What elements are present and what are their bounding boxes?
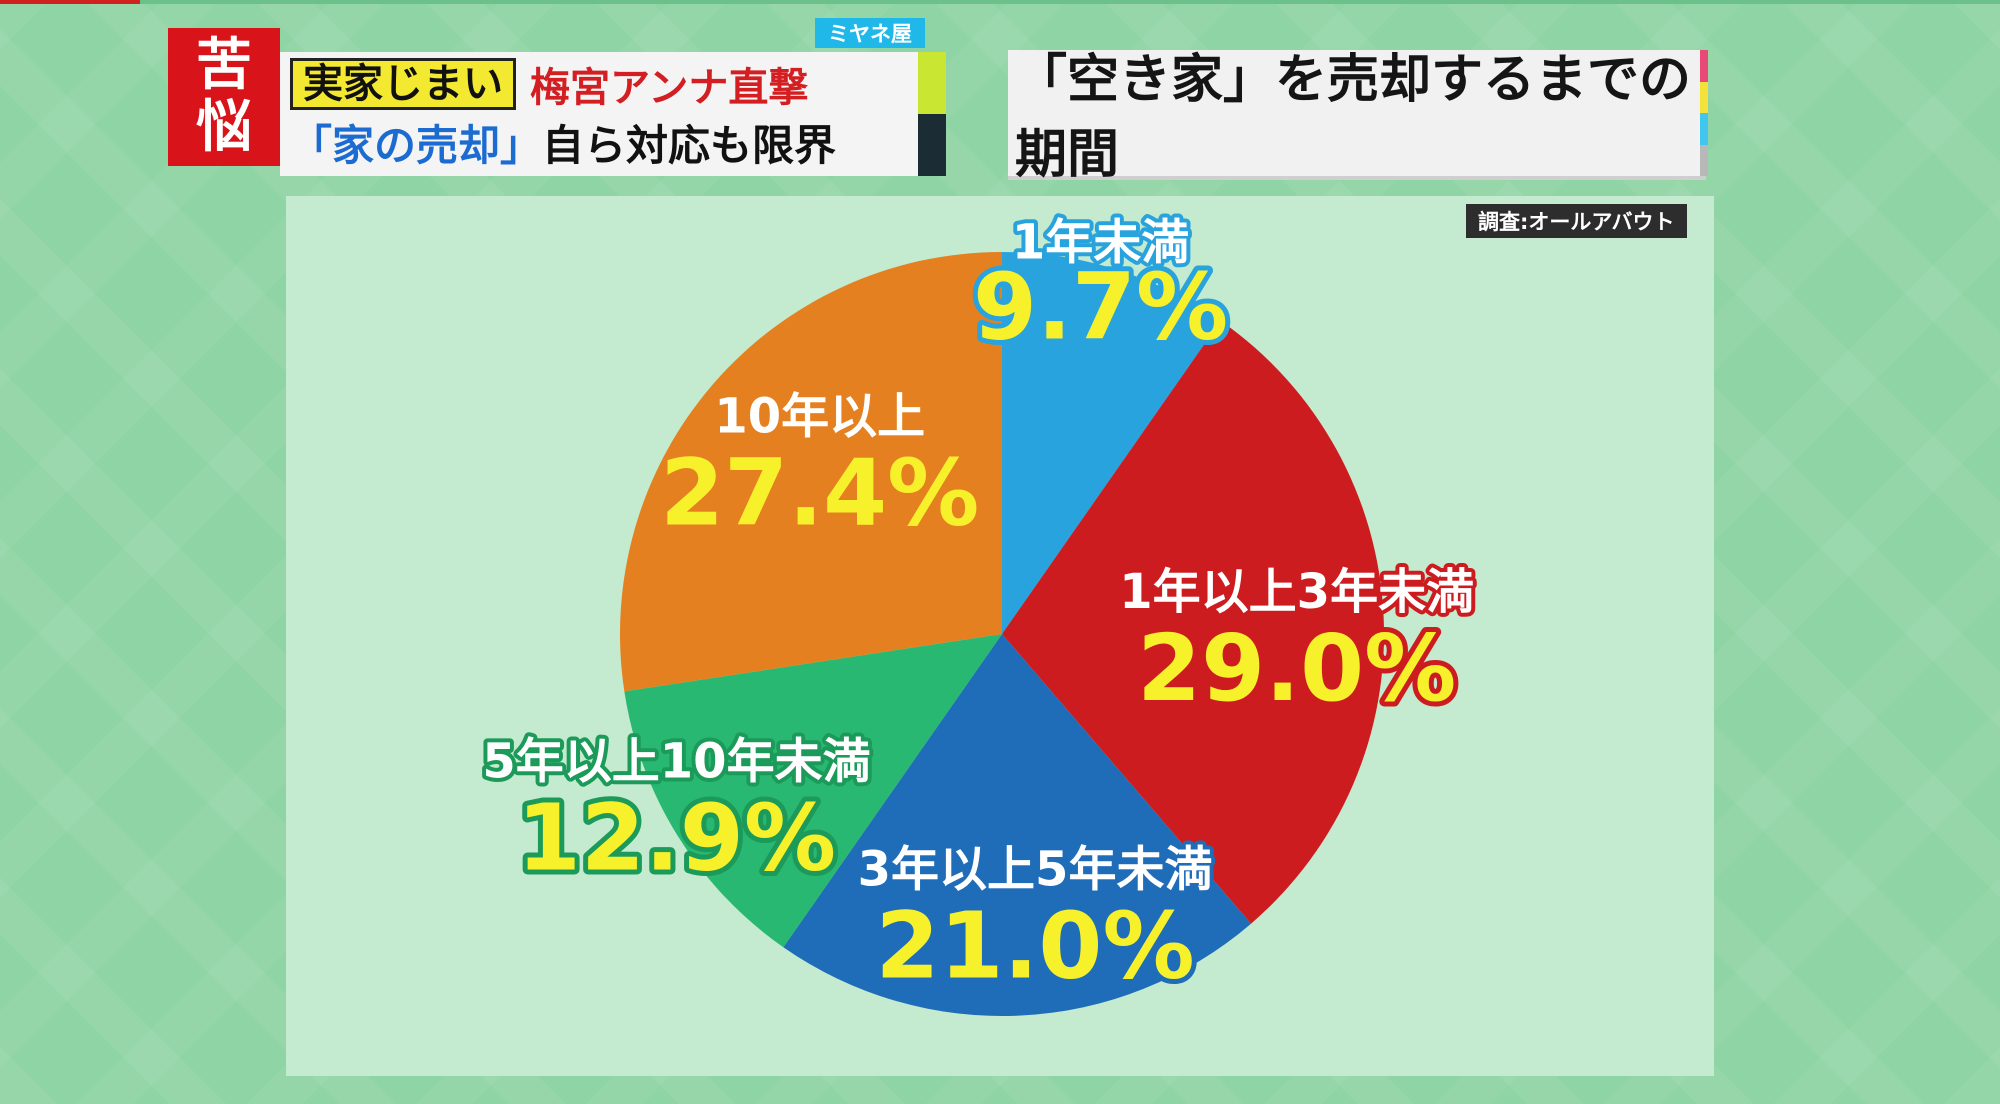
slice-label-4: 5年以上10年未満: [482, 733, 870, 789]
slice-label-2: 1年以上3年未満: [1119, 564, 1474, 620]
pie-slice-3: [783, 634, 1252, 1017]
pie-slice-1: [1002, 252, 1221, 634]
pie-slice-4: [624, 634, 1002, 948]
slice-label-3: 3年以上5年未満: [858, 841, 1213, 897]
caption-accent-dark: [918, 114, 946, 176]
top-strip-accent: [0, 0, 140, 4]
caption-row-1: 実家じまい 梅宮アンナ直撃: [290, 56, 808, 112]
source-badge: 調査:オールアバウト: [1466, 204, 1687, 238]
subtitle-rest: 自ら対応も限界: [542, 120, 837, 170]
title-bar-cyan: [1700, 113, 1708, 145]
worry-tag-char-2: 悩: [196, 95, 252, 160]
slice-value-2: 29.0%: [1137, 615, 1456, 722]
caption-row-2: 「家の売却」 自ら対応も限界: [290, 114, 836, 170]
pie-slice-2: [1002, 320, 1384, 924]
caption-accent-lime: [918, 52, 946, 114]
title-bar-yellow: [1700, 81, 1708, 113]
slice-label-5: 10年以上: [714, 389, 925, 445]
top-strip: [0, 0, 2000, 4]
title-bar-grey: [1700, 144, 1708, 176]
reporter-label: 梅宮アンナ直撃: [530, 65, 809, 111]
worry-tag: 苦 悩: [168, 28, 280, 166]
slice-value-1: 9.7%: [973, 254, 1228, 361]
slice-value-4: 12.9%: [517, 784, 836, 891]
slice-value-5: 27.4%: [660, 440, 979, 547]
title-bar-pink: [1700, 50, 1708, 82]
topic-label: 実家じまい: [290, 58, 516, 110]
slice-label-1: 1年未満: [1012, 215, 1189, 271]
worry-tag-char-1: 苦: [196, 33, 252, 98]
slice-value-3: 21.0%: [875, 892, 1194, 999]
subtitle-quote: 「家の売却」: [290, 120, 543, 170]
pie-slice-5: [620, 252, 1002, 692]
chart-title-card: [1008, 50, 1706, 180]
program-logo: ミヤネ屋: [815, 18, 925, 48]
title-color-bars: [1700, 50, 1708, 176]
